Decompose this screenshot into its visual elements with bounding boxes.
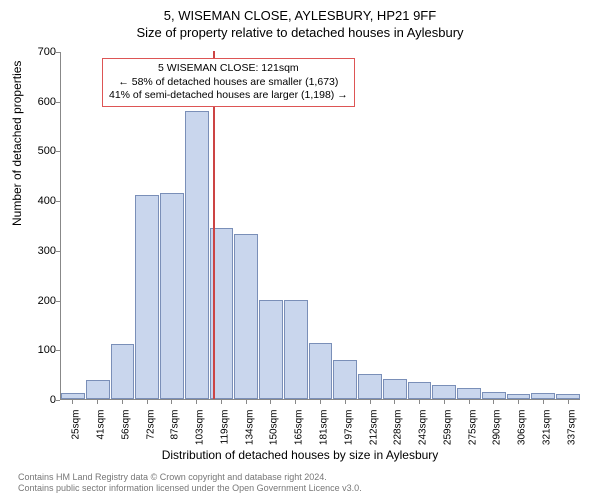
x-tick-label: 243sqm (418, 410, 429, 446)
y-tick-mark (56, 201, 60, 202)
x-tick-mark (122, 400, 123, 404)
x-tick-mark (97, 400, 98, 404)
annotation-line3: 41% of semi-detached houses are larger (… (109, 89, 348, 103)
x-tick-label: 181sqm (319, 410, 330, 446)
x-tick-mark (196, 400, 197, 404)
y-tick-label: 600 (16, 96, 56, 108)
y-tick-label: 500 (16, 145, 56, 157)
footer-attribution: Contains HM Land Registry data © Crown c… (18, 472, 362, 495)
x-tick-mark (295, 400, 296, 404)
histogram-bar (111, 344, 135, 399)
histogram-bar (507, 394, 531, 399)
x-tick-mark (444, 400, 445, 404)
x-tick-mark (419, 400, 420, 404)
histogram-bar (432, 385, 456, 399)
x-tick-mark (270, 400, 271, 404)
x-tick-label: 306sqm (517, 410, 528, 446)
histogram-bar (457, 388, 481, 399)
footer-line2: Contains public sector information licen… (18, 483, 362, 494)
y-tick-mark (56, 251, 60, 252)
x-tick-label: 212sqm (368, 410, 379, 446)
x-tick-mark (518, 400, 519, 404)
histogram-bar (482, 392, 506, 399)
x-tick-mark (469, 400, 470, 404)
histogram-bar (358, 374, 382, 399)
x-tick-label: 103sqm (195, 410, 206, 446)
x-tick-label: 25sqm (71, 410, 82, 440)
y-tick-mark (56, 151, 60, 152)
x-tick-mark (246, 400, 247, 404)
x-tick-label: 41sqm (96, 410, 107, 440)
y-tick-label: 400 (16, 195, 56, 207)
histogram-bar (160, 193, 184, 399)
histogram-bar (284, 300, 308, 399)
y-tick-label: 200 (16, 295, 56, 307)
histogram-chart: 5, WISEMAN CLOSE, AYLESBURY, HP21 9FF Si… (0, 0, 600, 500)
x-tick-label: 337sqm (566, 410, 577, 446)
histogram-bar (259, 300, 283, 399)
x-tick-mark (568, 400, 569, 404)
x-tick-mark (221, 400, 222, 404)
y-tick-mark (56, 400, 60, 401)
histogram-bar (86, 380, 110, 399)
histogram-bar (61, 393, 85, 399)
histogram-bar (531, 393, 555, 399)
x-tick-label: 56sqm (120, 410, 131, 440)
histogram-bar (234, 234, 258, 399)
annotation-line2: ← 58% of detached houses are smaller (1,… (109, 76, 348, 90)
x-tick-mark (394, 400, 395, 404)
x-tick-label: 87sqm (170, 410, 181, 440)
x-tick-label: 197sqm (343, 410, 354, 446)
y-tick-mark (56, 301, 60, 302)
y-tick-label: 0 (16, 394, 56, 406)
x-tick-label: 72sqm (145, 410, 156, 440)
chart-title-sub: Size of property relative to detached ho… (0, 23, 600, 40)
annotation-line1: 5 WISEMAN CLOSE: 121sqm (109, 62, 348, 76)
property-annotation: 5 WISEMAN CLOSE: 121sqm ← 58% of detache… (102, 58, 355, 107)
histogram-bar (333, 360, 357, 399)
x-tick-label: 165sqm (294, 410, 305, 446)
x-tick-label: 228sqm (393, 410, 404, 446)
x-tick-mark (370, 400, 371, 404)
x-tick-label: 119sqm (219, 410, 230, 445)
chart-title-main: 5, WISEMAN CLOSE, AYLESBURY, HP21 9FF (0, 0, 600, 23)
x-tick-label: 275sqm (467, 410, 478, 446)
y-tick-label: 700 (16, 46, 56, 58)
x-tick-label: 150sqm (269, 410, 280, 446)
histogram-bar (408, 382, 432, 399)
x-tick-label: 134sqm (244, 410, 255, 446)
x-tick-mark (493, 400, 494, 404)
x-tick-mark (543, 400, 544, 404)
x-tick-mark (345, 400, 346, 404)
x-tick-label: 321sqm (541, 410, 552, 446)
y-tick-mark (56, 350, 60, 351)
y-tick-label: 300 (16, 245, 56, 257)
footer-line1: Contains HM Land Registry data © Crown c… (18, 472, 362, 483)
y-tick-label: 100 (16, 344, 56, 356)
y-tick-mark (56, 102, 60, 103)
x-axis-label: Distribution of detached houses by size … (0, 448, 600, 462)
x-tick-mark (320, 400, 321, 404)
histogram-bar (135, 195, 159, 399)
x-tick-label: 290sqm (492, 410, 503, 446)
histogram-bar (556, 394, 580, 399)
x-tick-mark (72, 400, 73, 404)
histogram-bar (309, 343, 333, 399)
y-tick-mark (56, 52, 60, 53)
histogram-bar (185, 111, 209, 399)
x-tick-mark (171, 400, 172, 404)
x-tick-mark (147, 400, 148, 404)
x-tick-label: 259sqm (442, 410, 453, 446)
histogram-bar (383, 379, 407, 399)
